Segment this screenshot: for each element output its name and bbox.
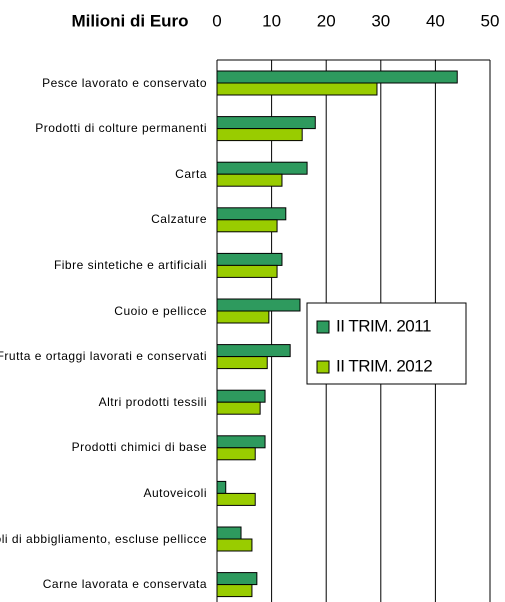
y-tick-label: Carne lavorata e conservata (0, 563, 207, 602)
x-tick-label: 0 (212, 11, 221, 30)
legend-label: II TRIM. 2012 (336, 356, 432, 375)
bar (216, 492, 256, 506)
x-tick-label: 30 (371, 11, 390, 30)
bar (216, 480, 227, 494)
y-tick-label: Fibre sintetiche e artificiali (0, 243, 207, 287)
y-tick-label: Frutta e ortaggi lavorati e conservati (0, 335, 207, 379)
category-text: Prodotti di colture permanenti (35, 121, 207, 136)
category-text: Carne lavorata e conservata (42, 577, 207, 592)
bar (216, 298, 301, 312)
bar (216, 572, 258, 586)
category-text: Prodotti chimici di base (71, 440, 207, 455)
bar (216, 401, 261, 415)
bar (216, 207, 287, 221)
bar (216, 389, 266, 403)
category-text: Calzature (151, 212, 207, 227)
bar (216, 310, 270, 324)
bar (216, 264, 278, 278)
bar (216, 435, 266, 449)
category-text: Autoveicoli (143, 485, 207, 500)
category-text: Carta (175, 166, 207, 181)
category-text: Pesce lavorato e conservato (42, 75, 207, 90)
legend-swatch (316, 360, 330, 374)
bar (216, 70, 458, 84)
legend-label: II TRIM. 2011 (336, 316, 431, 335)
y-tick-label: Altri prodotti tessili (0, 380, 207, 424)
bar (216, 538, 253, 552)
category-text: Cuoio e pellicce (114, 303, 207, 318)
y-tick-label: Carta (0, 152, 207, 196)
y-tick-label: Pesce lavorato e conservato (0, 61, 207, 105)
bar (216, 344, 291, 358)
x-tick-label: 40 (426, 11, 445, 30)
legend-box (306, 302, 467, 385)
bar (216, 584, 253, 598)
category-text: Altri prodotti tessili (98, 394, 207, 409)
y-tick-label: Autoveicoli (0, 471, 207, 515)
bar (216, 526, 242, 540)
bar (216, 252, 283, 266)
y-tick-label: Cuoio e pellicce (0, 289, 207, 333)
bar (216, 219, 278, 233)
x-tick-label: 50 (481, 11, 500, 30)
bar (216, 128, 303, 142)
chart-title: Milioni di Euro (71, 11, 188, 30)
bar (216, 116, 316, 130)
y-tick-label: Articoli di abbigliamento, escluse pelli… (0, 517, 207, 561)
category-text: Fibre sintetiche e artificiali (53, 257, 207, 272)
x-tick-label: 10 (262, 11, 281, 30)
bar (216, 447, 256, 461)
x-tick-label: 20 (317, 11, 336, 30)
bar (216, 161, 308, 175)
category-text: Articoli di abbigliamento, escluse pelli… (0, 531, 207, 546)
bar (216, 82, 378, 96)
y-tick-label: Prodotti di colture permanenti (0, 107, 207, 151)
y-tick-label: Calzature (0, 198, 207, 242)
bar (216, 356, 268, 370)
bar (216, 173, 283, 187)
legend-swatch (316, 320, 330, 334)
y-tick-label: Prodotti chimici di base (0, 426, 207, 470)
category-text: Frutta e ortaggi lavorati e conservati (0, 349, 207, 364)
